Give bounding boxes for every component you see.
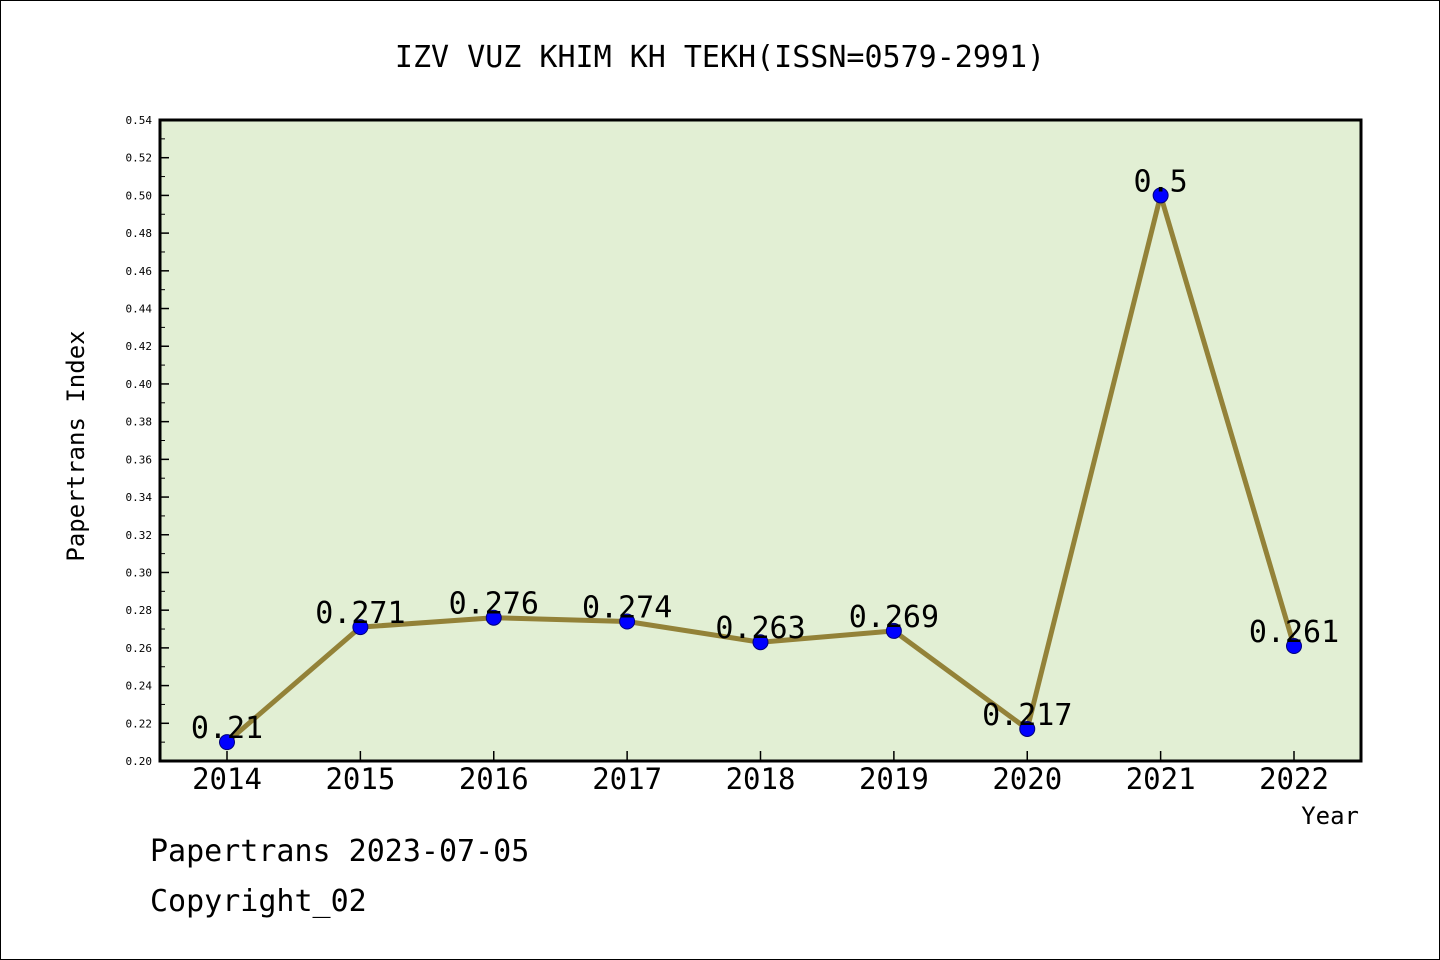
y-tick-label: 0.52 bbox=[126, 152, 153, 165]
y-tick-label: 0.24 bbox=[126, 680, 153, 693]
x-tick-label: 2021 bbox=[1126, 762, 1196, 796]
x-tick-label: 2018 bbox=[726, 762, 796, 796]
x-tick-label: 2020 bbox=[992, 762, 1062, 796]
x-tick-label: 2019 bbox=[859, 762, 929, 796]
data-point-marker bbox=[1286, 637, 1302, 654]
y-tick-label: 0.38 bbox=[126, 416, 153, 429]
y-axis-label: Papertrans Index bbox=[62, 330, 90, 561]
y-tick-label: 0.54 bbox=[126, 114, 153, 127]
data-label: 0.5 bbox=[1134, 164, 1188, 199]
x-axis-label: Year bbox=[1301, 802, 1359, 830]
data-label: 0.217 bbox=[982, 698, 1072, 733]
data-label: 0.269 bbox=[849, 600, 939, 635]
data-label: 0.274 bbox=[582, 590, 672, 625]
y-tick-label: 0.26 bbox=[126, 642, 153, 655]
y-tick-label: 0.40 bbox=[126, 378, 153, 391]
plot-area bbox=[158, 118, 1363, 763]
data-point-marker bbox=[885, 622, 902, 639]
y-tick-label: 0.42 bbox=[126, 340, 153, 353]
data-label-group: 0.21 0.271 0.276 0.274 0.263 0.269 0.217 0.5 0.2… bbox=[191, 164, 1339, 746]
x-tick-label: 2016 bbox=[459, 762, 529, 796]
footer-copyright-line: Copyright_02 bbox=[150, 884, 367, 919]
data-point-marker bbox=[485, 609, 502, 626]
y-tick-label: 0.22 bbox=[126, 717, 153, 730]
y-tick-label: 0.34 bbox=[126, 491, 153, 504]
data-point-marker bbox=[352, 619, 369, 636]
y-axis: 0.20 0.22 0.24 0.26 0.28 0.30 0.32 0.34 0.36 0.38… bbox=[126, 114, 169, 768]
data-label: 0.21 bbox=[191, 711, 263, 746]
y-tick-label: 0.20 bbox=[126, 755, 153, 768]
y-tick-label: 0.50 bbox=[126, 189, 153, 202]
y-tick-label: 0.46 bbox=[126, 265, 153, 278]
x-tick-label: 2014 bbox=[192, 762, 262, 796]
data-point-marker bbox=[619, 613, 636, 630]
x-tick-label: 2017 bbox=[592, 762, 662, 796]
x-axis: 2014 2015 2016 2017 2018 2019 2020 2021 2022 bbox=[192, 751, 1329, 796]
x-tick-label: 2015 bbox=[325, 762, 395, 796]
y-tick-label: 0.32 bbox=[126, 529, 153, 542]
y-tick-label: 0.28 bbox=[126, 604, 153, 617]
data-label: 0.271 bbox=[315, 596, 405, 631]
x-tick-label: 2022 bbox=[1259, 762, 1329, 796]
data-point-marker bbox=[752, 634, 769, 651]
data-label: 0.261 bbox=[1249, 615, 1339, 650]
data-point-marker bbox=[1152, 187, 1169, 204]
data-point-marker bbox=[219, 734, 235, 751]
series-revenue-line-group bbox=[219, 187, 1302, 751]
y-tick-label: 0.36 bbox=[126, 453, 153, 466]
chart-title: IZV VUZ KHIM KH TEKH(ISSN=0579-2991) bbox=[395, 40, 1045, 75]
footer-date-line: Papertrans 2023-07-05 bbox=[150, 834, 530, 869]
y-tick-label: 0.30 bbox=[126, 566, 153, 579]
data-point-marker bbox=[1019, 720, 1036, 737]
y-tick-label: 0.44 bbox=[126, 303, 153, 316]
y-tick-label: 0.48 bbox=[126, 227, 153, 240]
data-label: 0.263 bbox=[715, 611, 805, 646]
data-label: 0.276 bbox=[449, 587, 539, 622]
